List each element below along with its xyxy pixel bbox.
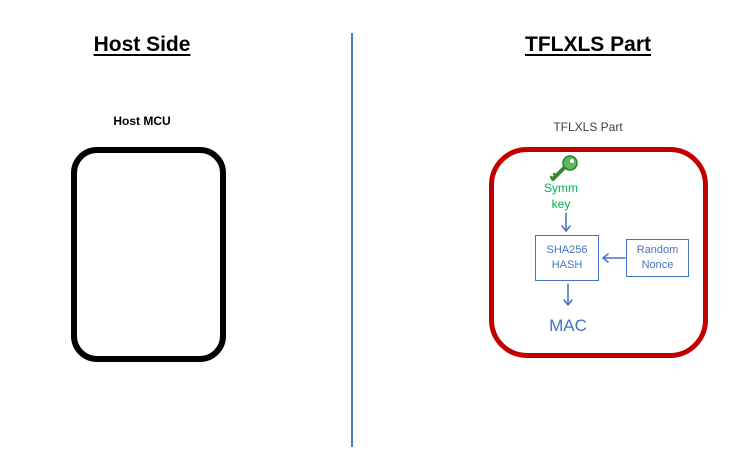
tflxls-part-title: TFLXLS Part (524, 33, 652, 56)
sha256-hash-box: SHA256 HASH (535, 235, 599, 281)
mac-output-label: MAC (549, 316, 587, 335)
hash-label: HASH (551, 259, 583, 271)
symm-key-label-line1: Symm (544, 181, 578, 195)
tflxls-part-box (489, 147, 708, 358)
random-nonce-box: Random Nonce (626, 239, 689, 277)
section-divider (351, 33, 353, 447)
host-mcu-label: Host MCU (113, 114, 171, 128)
sha256-label: SHA256 (546, 244, 588, 256)
host-mcu-box (71, 147, 226, 362)
tflxls-part-label: TFLXLS Part (553, 120, 623, 134)
symm-key-label-line2: key (551, 197, 571, 211)
nonce-label: Nonce (641, 259, 674, 271)
host-side-title: Host Side (93, 33, 191, 56)
key-icon (550, 155, 578, 181)
random-label: Random (636, 244, 679, 256)
